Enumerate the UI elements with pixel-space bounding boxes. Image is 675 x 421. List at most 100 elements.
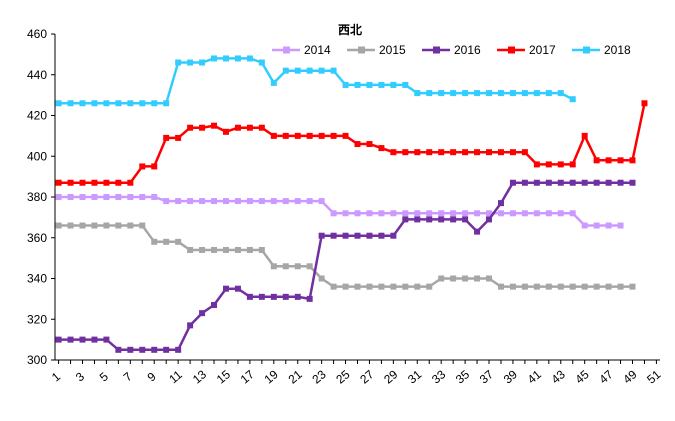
data-point <box>629 283 636 290</box>
data-point <box>521 210 528 217</box>
data-point <box>438 90 445 97</box>
data-point <box>462 149 469 156</box>
data-point <box>474 228 481 235</box>
series-2015 <box>55 222 636 290</box>
data-point <box>330 232 337 239</box>
data-point <box>462 90 469 97</box>
y-tick-label: 380 <box>27 190 47 204</box>
data-point <box>342 81 349 88</box>
data-point <box>103 179 110 186</box>
data-point <box>282 132 289 139</box>
data-point <box>486 216 493 223</box>
data-point <box>629 179 636 186</box>
data-point <box>593 157 600 164</box>
data-point <box>414 210 421 217</box>
data-point <box>438 275 445 282</box>
legend-label: 2016 <box>454 43 481 57</box>
data-point <box>462 216 469 223</box>
data-point <box>390 283 397 290</box>
data-point <box>318 275 325 282</box>
data-point <box>222 285 229 292</box>
data-point <box>270 132 277 139</box>
data-point <box>55 100 62 107</box>
data-point <box>497 90 504 97</box>
data-point <box>282 293 289 300</box>
data-point <box>55 179 62 186</box>
data-point <box>187 246 194 253</box>
data-point <box>497 200 504 207</box>
data-point <box>318 198 325 205</box>
data-point <box>187 124 194 131</box>
data-point <box>151 100 158 107</box>
data-point <box>115 222 122 229</box>
data-point <box>234 55 241 62</box>
data-point <box>545 90 552 97</box>
data-point <box>91 100 98 107</box>
data-point <box>474 149 481 156</box>
data-point <box>414 283 421 290</box>
data-point <box>533 161 540 168</box>
y-tick-label: 440 <box>27 68 47 82</box>
legend-label: 2018 <box>604 43 631 57</box>
data-point <box>103 194 110 200</box>
data-point <box>270 263 277 270</box>
data-point <box>378 145 385 152</box>
data-point <box>533 179 540 186</box>
data-point <box>199 198 206 205</box>
data-point <box>234 285 241 292</box>
y-axis-ticks: 300 320 340 360 380 400 420 440 460 <box>27 27 55 367</box>
data-point <box>199 59 206 66</box>
data-point <box>91 179 98 186</box>
data-point <box>378 283 385 290</box>
data-point <box>211 55 218 62</box>
data-point <box>139 163 146 170</box>
data-point <box>366 283 373 290</box>
legend-swatch-marker <box>508 46 515 54</box>
data-point <box>497 149 504 156</box>
data-point <box>211 246 218 253</box>
data-point <box>545 179 552 186</box>
data-point <box>55 194 62 200</box>
data-point <box>258 124 265 131</box>
data-point <box>557 283 564 290</box>
data-point <box>486 275 493 282</box>
data-point <box>270 293 277 300</box>
y-tick-label: 300 <box>27 353 47 367</box>
data-point <box>474 210 481 217</box>
data-point <box>67 100 74 107</box>
data-point <box>151 163 158 170</box>
data-point <box>151 238 158 245</box>
data-point <box>545 161 552 168</box>
data-point <box>426 149 433 156</box>
data-point <box>294 67 301 74</box>
data-point <box>486 210 493 217</box>
data-point <box>318 132 325 139</box>
data-point <box>139 346 146 353</box>
data-point <box>282 198 289 205</box>
data-point <box>270 79 277 86</box>
data-point <box>509 283 516 290</box>
data-point <box>55 222 62 229</box>
legend-item-2016: 2016 <box>422 43 481 57</box>
legend-swatch-marker <box>283 46 290 54</box>
data-point <box>521 90 528 97</box>
data-point <box>605 222 612 229</box>
data-point <box>67 336 74 343</box>
data-point <box>306 295 313 302</box>
data-point <box>175 346 182 353</box>
data-point <box>103 222 110 229</box>
data-point <box>342 283 349 290</box>
y-tick-label: 420 <box>27 109 47 123</box>
data-point <box>222 246 229 253</box>
data-point <box>211 198 218 205</box>
data-point <box>282 67 289 74</box>
data-point <box>474 275 481 282</box>
data-point <box>497 283 504 290</box>
data-point <box>306 263 313 270</box>
legend-label: 2017 <box>529 43 556 57</box>
data-point <box>378 210 385 217</box>
data-point <box>246 293 253 300</box>
data-point <box>533 90 540 97</box>
data-point <box>474 90 481 97</box>
